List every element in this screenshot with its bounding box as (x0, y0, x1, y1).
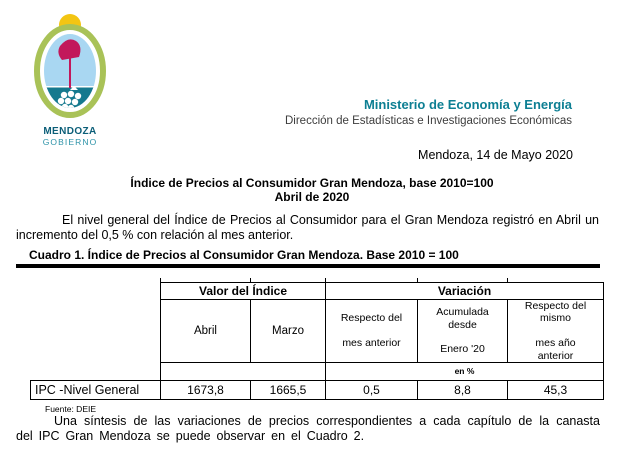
value-vs-year-ago: 45,3 (506, 379, 605, 400)
document-title-line1: Índice de Precios al Consumidor Gran Men… (130, 176, 494, 190)
value-march: 1665,5 (250, 379, 326, 400)
closing-paragraph: Una síntesis de las variaciones de preci… (16, 414, 600, 443)
table-top-tick (417, 278, 418, 283)
value-accumulated: 8,8 (417, 379, 508, 400)
mendoza-crest-icon (34, 14, 106, 118)
table-top-tick (250, 278, 251, 283)
document-title: Índice de Precios al Consumidor Gran Men… (0, 176, 624, 205)
value-vs-prev-month: 0,5 (325, 379, 418, 400)
intro-paragraph: El nivel general del Índice de Precios a… (16, 213, 599, 242)
empty-cell (31, 300, 161, 363)
unit-label-cell: en % (324, 361, 605, 381)
ministry-title: Ministerio de Economía y Energía (363, 97, 572, 112)
column-header-vs-year-ago: Respecto del mismo mes año anterior (506, 299, 605, 363)
mendoza-government-logo: MENDOZA GOBIERNO (26, 8, 114, 147)
empty-cell (31, 362, 161, 380)
group-header-variation: Variación (324, 282, 605, 300)
column-header-april: Abril (160, 299, 251, 363)
row-label-ipc-nivel-general: IPC -Nivel General (30, 379, 161, 400)
horizontal-rule (16, 264, 600, 268)
empty-cell (31, 283, 161, 300)
ipc-table: Valor del Índice Variación Abril Marzo R… (30, 282, 605, 400)
table-top-tick (160, 278, 161, 283)
column-header-vs-prev-month: Respecto del mes anterior (325, 299, 418, 363)
ipc-table-wrap: Valor del Índice Variación Abril Marzo R… (30, 278, 605, 400)
value-april: 1673,8 (160, 379, 251, 400)
source-note: Fuente: DEIE (45, 404, 97, 414)
empty-unit-cell (160, 361, 326, 381)
logo-text-mendoza: MENDOZA (43, 126, 97, 137)
column-header-march: Marzo (250, 299, 326, 363)
logo-text-gobierno: GOBIERNO (42, 136, 98, 147)
dateline: Mendoza, 14 de Mayo 2020 (418, 148, 573, 162)
direction-subtitle: Dirección de Estadísticas e Investigacio… (284, 114, 572, 127)
column-header-accumulated: Acumulada desde Enero '20 (417, 299, 508, 363)
document-title-line2: Abril de 2020 (274, 190, 350, 205)
group-header-value-index: Valor del Índice (160, 282, 326, 300)
table-top-tick (507, 278, 508, 283)
table-caption: Cuadro 1. Índice de Precios al Consumido… (29, 248, 459, 262)
table-top-tick (325, 278, 326, 283)
letterhead: Ministerio de Economía y Energía Direcci… (285, 97, 572, 129)
